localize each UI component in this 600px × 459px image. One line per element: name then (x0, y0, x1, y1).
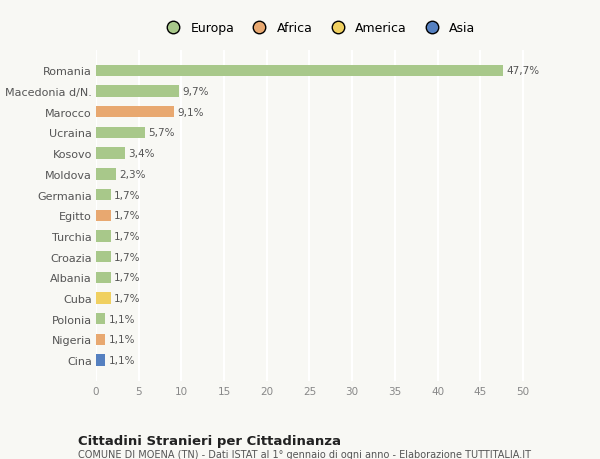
Bar (96, 148, 125, 159)
Bar (96, 231, 110, 242)
Text: 2,3%: 2,3% (119, 169, 146, 179)
Legend: Europa, Africa, America, Asia: Europa, Africa, America, Asia (155, 17, 481, 40)
Text: Cittadini Stranieri per Cittadinanza: Cittadini Stranieri per Cittadinanza (78, 434, 341, 447)
Bar (96, 128, 145, 139)
Text: 5,7%: 5,7% (148, 128, 175, 138)
Text: 1,7%: 1,7% (114, 190, 140, 200)
Text: 1,1%: 1,1% (109, 355, 136, 365)
Text: 1,7%: 1,7% (114, 211, 140, 221)
Bar (96, 272, 110, 283)
Text: 3,4%: 3,4% (128, 149, 155, 159)
Text: 47,7%: 47,7% (506, 66, 540, 76)
Bar (96, 313, 106, 325)
Bar (96, 293, 110, 304)
Bar (96, 210, 110, 221)
Text: COMUNE DI MOENA (TN) - Dati ISTAT al 1° gennaio di ogni anno - Elaborazione TUTT: COMUNE DI MOENA (TN) - Dati ISTAT al 1° … (78, 449, 531, 459)
Bar (96, 107, 174, 118)
Bar (96, 252, 110, 263)
Text: 1,1%: 1,1% (109, 335, 136, 345)
Text: 1,7%: 1,7% (114, 231, 140, 241)
Text: 9,1%: 9,1% (177, 107, 203, 118)
Text: 1,7%: 1,7% (114, 252, 140, 262)
Bar (96, 66, 503, 77)
Text: 1,1%: 1,1% (109, 314, 136, 324)
Bar (96, 169, 116, 180)
Bar (96, 190, 110, 201)
Text: 1,7%: 1,7% (114, 293, 140, 303)
Bar (96, 86, 179, 97)
Bar (96, 334, 106, 345)
Text: 9,7%: 9,7% (182, 87, 209, 97)
Text: 1,7%: 1,7% (114, 273, 140, 283)
Bar (96, 355, 106, 366)
